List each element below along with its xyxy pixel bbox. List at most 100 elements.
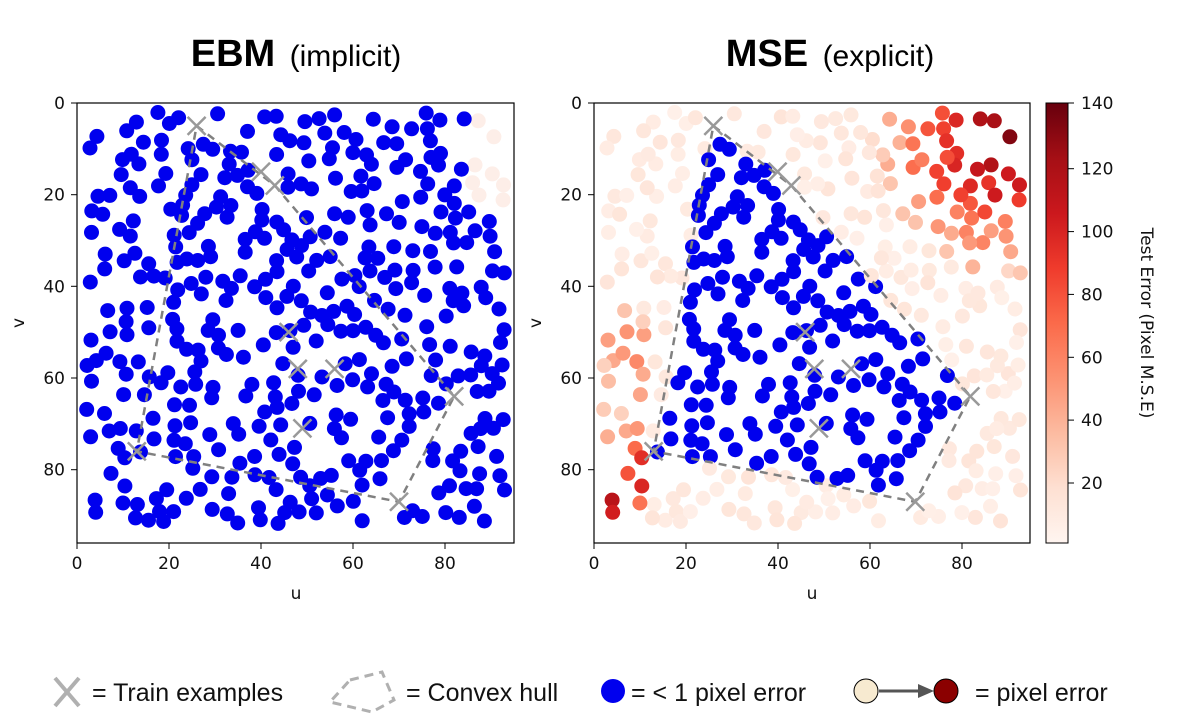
ebm-convex-hull: [135, 123, 456, 504]
mse-error-point: [974, 481, 990, 497]
ebm-good-point: [340, 209, 356, 225]
ebm-good-point: [372, 471, 388, 487]
mse-good-point: [846, 378, 861, 393]
mse-error-point: [646, 497, 662, 512]
ebm-good-point: [237, 231, 253, 247]
ebm-good-point: [419, 121, 435, 137]
mse-good-point: [796, 242, 812, 257]
mse-error-point: [962, 235, 978, 251]
mse-error-point: [844, 170, 860, 186]
ebm-y-ticks: 0 20 40 60 80: [43, 94, 77, 481]
ebm-good-point: [84, 373, 99, 389]
ebm-ytick: 20: [43, 186, 65, 206]
ebm-good-point: [306, 387, 322, 403]
ebm-good-point: [304, 491, 320, 507]
ebm-train-example: [292, 418, 313, 439]
mse-error-point: [908, 214, 923, 230]
ebm-good-point: [187, 364, 203, 380]
ebm-good-point: [141, 256, 157, 272]
mse-good-point: [765, 185, 781, 201]
ebm-good-point: [123, 146, 139, 162]
mse-error-point: [649, 269, 665, 285]
mse-good-point: [803, 439, 819, 455]
mse-good-point: [900, 358, 916, 374]
ebm-good-point: [240, 162, 256, 178]
ebm-good-point: [368, 327, 384, 343]
mse-good-point: [876, 379, 892, 395]
ebm-good-point: [442, 280, 458, 296]
ebm-good-point: [232, 268, 248, 284]
ebm-good-point: [296, 135, 312, 151]
colorbar-ticks: 20 40 60 80 100 120 140: [1068, 94, 1113, 494]
ebm-good-point: [420, 176, 436, 192]
ebm-good-point: [261, 470, 277, 485]
mse-error-point: [983, 157, 999, 173]
ebm-xtick: 20: [158, 554, 180, 574]
mse-good-point: [754, 231, 770, 247]
mse-ytick: 80: [560, 461, 582, 481]
mse-good-point: [896, 410, 912, 426]
ebm-good-point: [428, 352, 444, 368]
mse-error-point: [670, 146, 686, 162]
ebm-good-point: [352, 462, 368, 478]
mse-error-point: [658, 320, 674, 336]
mse-error-point: [695, 490, 711, 506]
mse-error-point: [977, 204, 993, 220]
ebm-good-point: [82, 274, 98, 290]
mse-error-point: [939, 133, 955, 149]
ebm-good-point: [183, 415, 199, 431]
ebm-good-point: [359, 147, 374, 163]
ebm-good-point: [423, 244, 438, 259]
ebm-good-point: [463, 344, 479, 360]
ebm-good-point: [158, 166, 174, 181]
ebm-good-point: [223, 198, 239, 213]
ebm-good-point: [202, 427, 218, 443]
ebm-good-point: [291, 504, 307, 520]
mse-error-point: [639, 228, 655, 244]
ebm-good-point: [418, 105, 434, 121]
mse-good-point: [735, 293, 751, 308]
mse-ytick: 60: [560, 369, 582, 389]
ebm-good-point: [470, 439, 486, 455]
ebm-good-point: [364, 366, 379, 382]
ebm-good-point: [326, 303, 342, 319]
mse-error-point: [1001, 263, 1017, 279]
mse-error-point: [764, 467, 780, 483]
ebm-good-point: [128, 510, 143, 526]
ebm-good-point: [224, 469, 240, 485]
mse-good-point: [663, 431, 679, 447]
mse-error-point: [864, 132, 880, 147]
mse-good-point: [859, 411, 875, 427]
ebm-good-point: [247, 467, 263, 483]
mse-error-point: [773, 109, 789, 125]
ebm-good-point: [268, 482, 284, 498]
ebm-good-point: [184, 152, 200, 168]
ebm-good-point: [127, 245, 143, 261]
mse-error-point: [904, 281, 920, 297]
mse-xtick: 40: [767, 554, 789, 574]
ebm-good-point: [102, 187, 118, 203]
ebm-good-point: [487, 244, 503, 260]
mse-error-point: [965, 259, 981, 275]
ebm-error-point: [484, 166, 500, 182]
ebm-good-point: [97, 261, 113, 277]
mse-error-point: [921, 243, 937, 259]
ebm-good-point: [293, 293, 309, 309]
mse-error-point: [1013, 482, 1028, 498]
mse-good-point: [710, 286, 726, 302]
ebm-good-point: [203, 249, 219, 265]
ebm-good-point: [339, 298, 355, 314]
mse-error-point: [1011, 192, 1027, 208]
colorbar: 20 40 60 80 100 120 140 Test Error (Pixe…: [1045, 94, 1156, 544]
mse-error-point: [962, 178, 978, 194]
mse-good-point: [918, 418, 933, 434]
mse-error-point: [785, 147, 801, 162]
ebm-good-point: [115, 495, 131, 511]
mse-good-point: [890, 453, 906, 469]
ebm-good-point: [405, 503, 421, 519]
mse-train-example: [960, 386, 981, 407]
ebm-good-point: [103, 465, 119, 481]
ebm-good-point: [423, 368, 439, 383]
mse-error-point: [873, 250, 889, 266]
ebm-good-point: [353, 168, 369, 184]
